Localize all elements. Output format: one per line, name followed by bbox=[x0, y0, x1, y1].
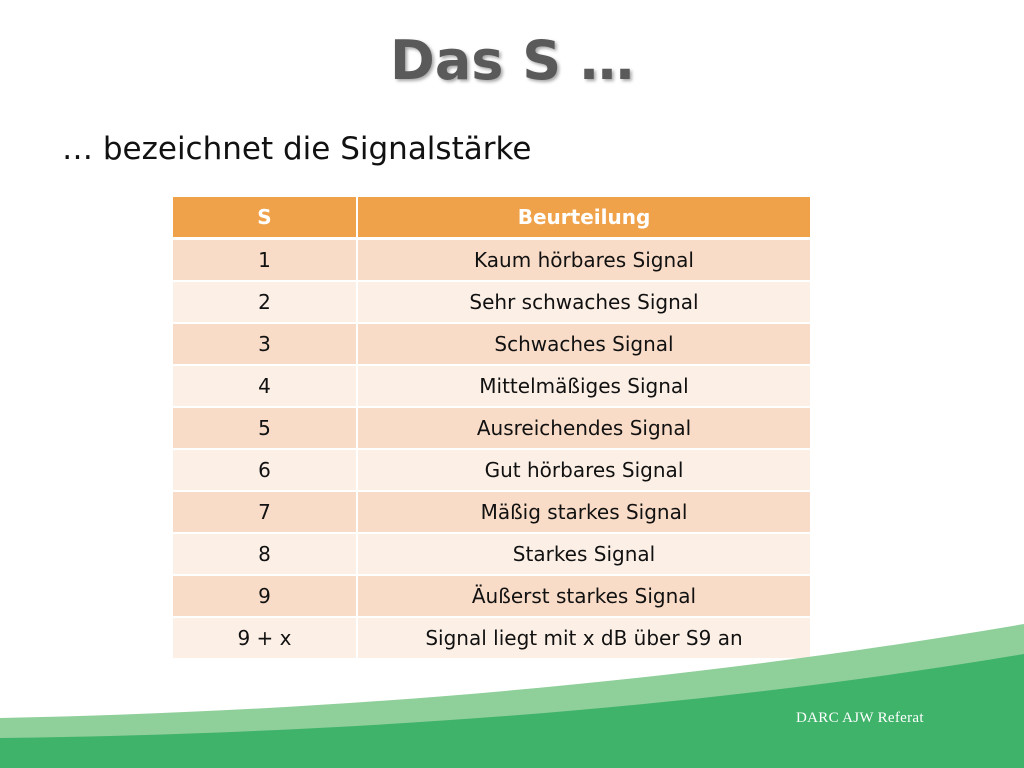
header-s: S bbox=[173, 197, 358, 240]
table-row: 5 Ausreichendes Signal bbox=[173, 407, 810, 450]
decorative-green-wave bbox=[0, 624, 1024, 768]
slide-subtitle: … bezeichnet die Signalstärke bbox=[62, 131, 532, 167]
cell-beurteilung: Äußerst starkes Signal bbox=[357, 575, 810, 618]
cell-beurteilung: Kaum hörbares Signal bbox=[357, 238, 810, 282]
cell-s: 7 bbox=[173, 491, 358, 534]
table-row: 2 Sehr schwaches Signal bbox=[173, 281, 810, 324]
cell-beurteilung: Mäßig starkes Signal bbox=[357, 491, 810, 534]
table-row: 9 + x Signal liegt mit x dB über S9 an bbox=[173, 617, 810, 660]
header-beurteilung: Beurteilung bbox=[357, 197, 810, 240]
cell-beurteilung: Starkes Signal bbox=[357, 533, 810, 576]
table-row: 9 Äußerst starkes Signal bbox=[173, 575, 810, 618]
table-row: 3 Schwaches Signal bbox=[173, 323, 810, 366]
cell-beurteilung: Schwaches Signal bbox=[357, 323, 810, 366]
table-row: 4 Mittelmäßiges Signal bbox=[173, 365, 810, 408]
table-row: 1 Kaum hörbares Signal bbox=[173, 238, 810, 282]
cell-beurteilung: Gut hörbares Signal bbox=[357, 449, 810, 492]
table-header-row: S Beurteilung bbox=[173, 197, 810, 240]
cell-s: 4 bbox=[173, 365, 358, 408]
cell-beurteilung: Mittelmäßiges Signal bbox=[357, 365, 810, 408]
table-row: 7 Mäßig starkes Signal bbox=[173, 491, 810, 534]
cell-s: 8 bbox=[173, 533, 358, 576]
table-row: 8 Starkes Signal bbox=[173, 533, 810, 576]
slide-title: Das S … bbox=[390, 29, 634, 92]
cell-s: 9 + x bbox=[173, 617, 358, 660]
signal-strength-table: S Beurteilung 1 Kaum hörbares Signal 2 S… bbox=[173, 197, 810, 660]
cell-beurteilung: Ausreichendes Signal bbox=[357, 407, 810, 450]
footer-text: DARC AJW Referat bbox=[796, 710, 924, 726]
cell-s: 2 bbox=[173, 281, 358, 324]
cell-beurteilung: Signal liegt mit x dB über S9 an bbox=[357, 617, 810, 660]
table-row: 6 Gut hörbares Signal bbox=[173, 449, 810, 492]
cell-beurteilung: Sehr schwaches Signal bbox=[357, 281, 810, 324]
cell-s: 3 bbox=[173, 323, 358, 366]
cell-s: 1 bbox=[173, 238, 358, 282]
cell-s: 6 bbox=[173, 449, 358, 492]
cell-s: 5 bbox=[173, 407, 358, 450]
wave-dark-band bbox=[0, 654, 1024, 768]
cell-s: 9 bbox=[173, 575, 358, 618]
